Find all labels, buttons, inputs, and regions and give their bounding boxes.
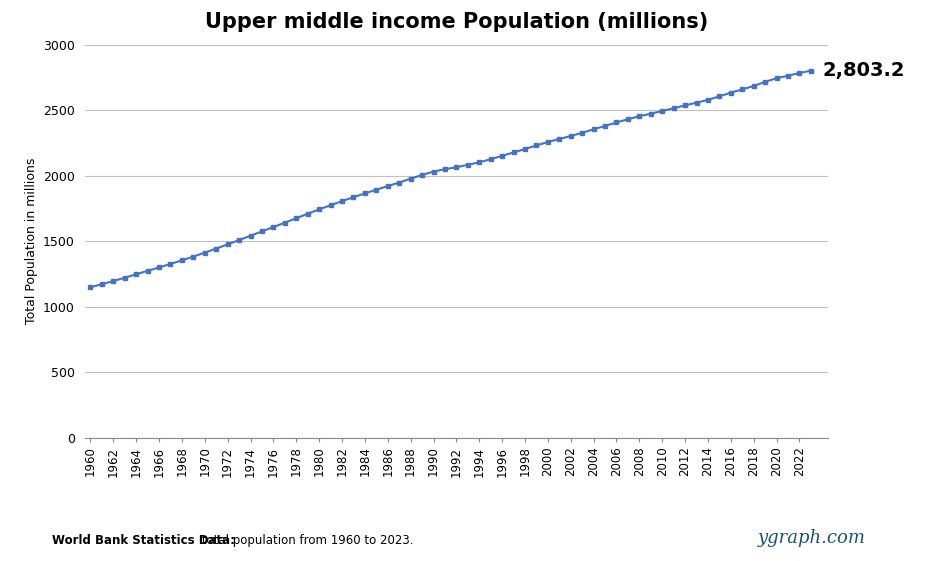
Upper middle income Population (millions) bbox=[439, 165, 451, 172]
Upper middle income Population (millions) bbox=[553, 136, 565, 142]
Upper middle income Population (millions) bbox=[85, 284, 96, 291]
Line: Upper middle income Population (millions): Upper middle income Population (millions… bbox=[88, 69, 813, 289]
Text: ygraph.com: ygraph.com bbox=[758, 529, 866, 547]
Text: total population from 1960 to 2023.: total population from 1960 to 2023. bbox=[198, 534, 413, 547]
Title: Upper middle income Population (millions): Upper middle income Population (millions… bbox=[205, 12, 708, 32]
Upper middle income Population (millions) bbox=[485, 156, 496, 163]
Upper middle income Population (millions) bbox=[382, 183, 393, 190]
Text: World Bank Statistics Data:: World Bank Statistics Data: bbox=[52, 534, 234, 547]
Upper middle income Population (millions) bbox=[176, 257, 187, 264]
Y-axis label: Total Population in millions: Total Population in millions bbox=[24, 158, 38, 324]
Upper middle income Population (millions) bbox=[805, 67, 817, 74]
Text: 2,803.2: 2,803.2 bbox=[822, 61, 904, 80]
Upper middle income Population (millions) bbox=[542, 139, 553, 145]
